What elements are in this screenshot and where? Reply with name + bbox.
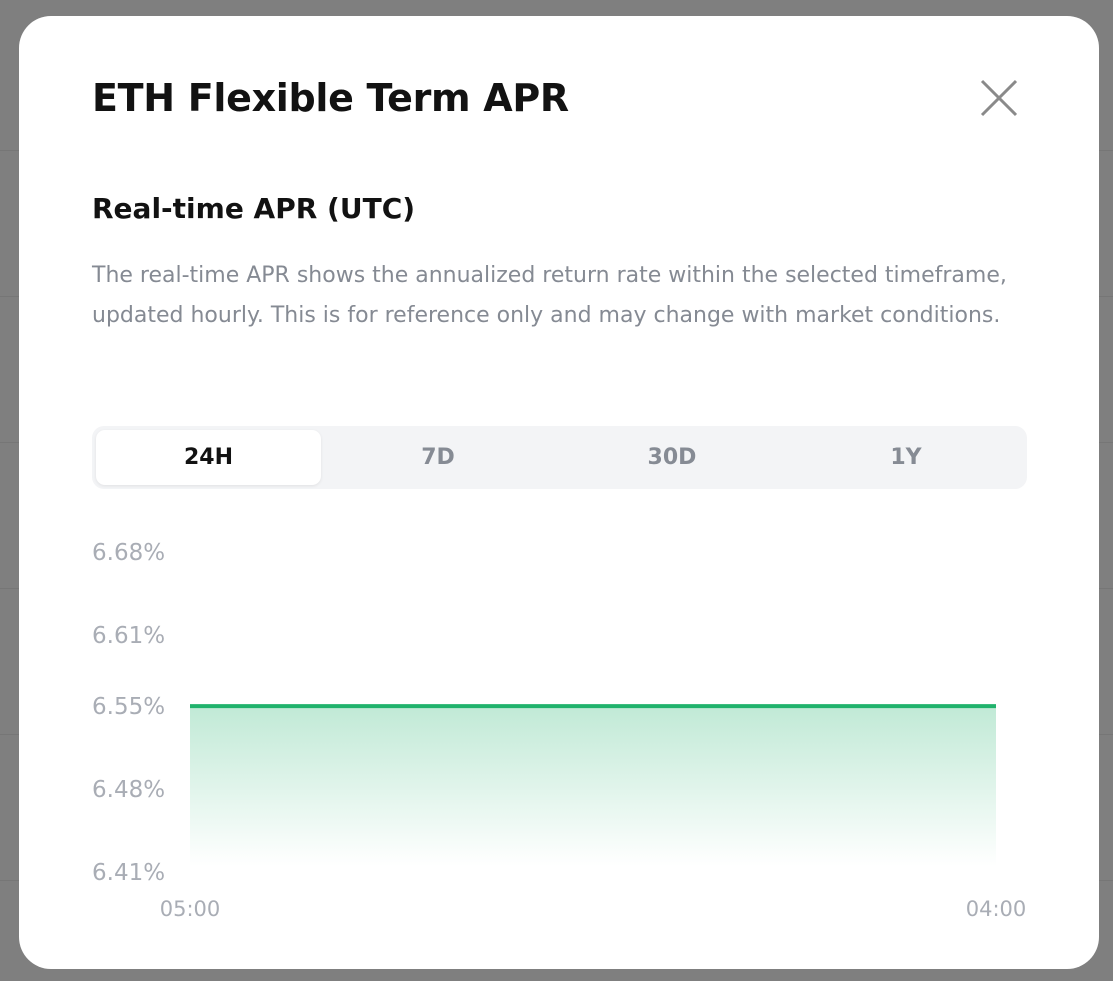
close-x-icon bbox=[980, 79, 1018, 117]
tab-7d[interactable]: 7D bbox=[421, 445, 455, 470]
y-tick-label: 6.48% bbox=[92, 777, 165, 803]
y-tick-label: 6.68% bbox=[92, 540, 165, 566]
timeframe-tabs: 24H 7D 30D 1Y bbox=[92, 426, 1027, 489]
section-title: Real-time APR (UTC) bbox=[92, 192, 416, 225]
y-tick-label: 6.41% bbox=[92, 860, 165, 886]
x-tick-label: 05:00 bbox=[160, 897, 221, 921]
description-text: The real-time APR shows the annualized r… bbox=[92, 263, 1007, 328]
tab-1y[interactable]: 1Y bbox=[890, 445, 922, 470]
close-button[interactable] bbox=[979, 78, 1019, 118]
y-tick-label: 6.61% bbox=[92, 623, 165, 649]
tab-24h[interactable]: 24H bbox=[96, 430, 321, 485]
tab-30d[interactable]: 30D bbox=[647, 445, 697, 470]
modal-title: ETH Flexible Term APR bbox=[92, 76, 569, 120]
x-tick-label: 04:00 bbox=[966, 897, 1027, 921]
apr-area-fill bbox=[190, 706, 996, 866]
y-tick-label: 6.55% bbox=[92, 694, 165, 720]
